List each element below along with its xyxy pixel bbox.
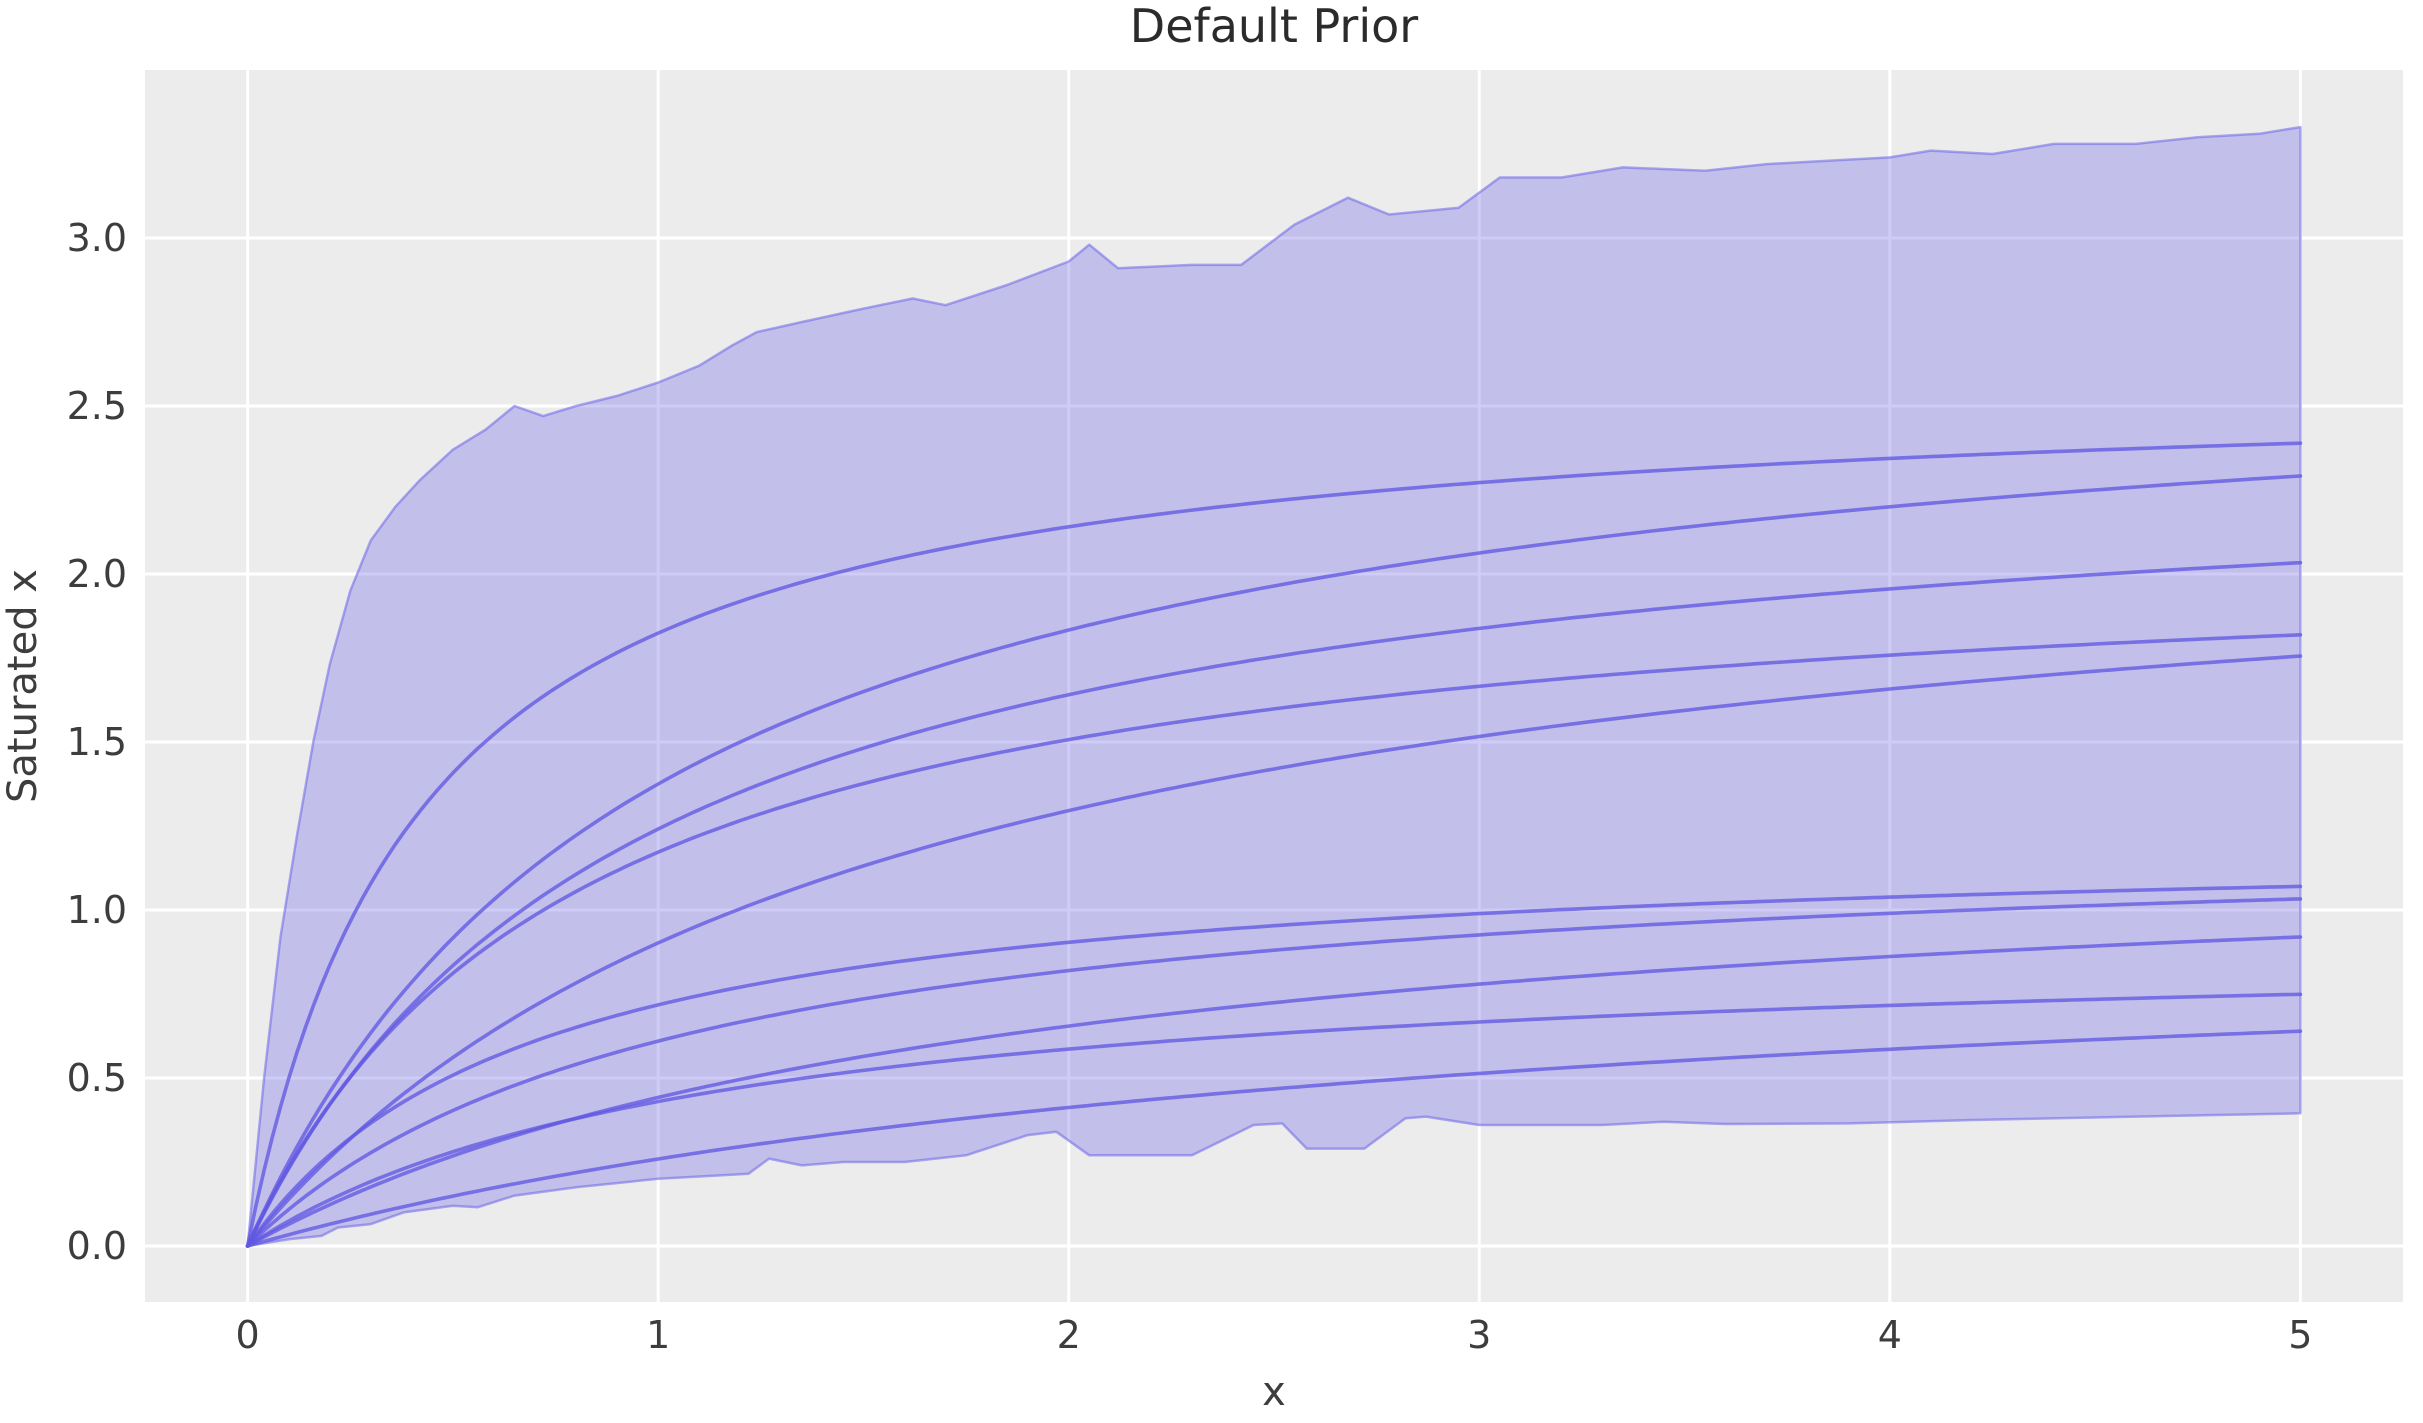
prior-draw-6: [245, 884, 2303, 1248]
plot-background: [145, 70, 2403, 1302]
prior-draw-curves: [245, 441, 2303, 1248]
x-tick-label: 1: [646, 1313, 670, 1357]
x-tick-label: 4: [1878, 1313, 1902, 1357]
prior-draw-5: [245, 654, 2303, 1248]
chart-title: Default Prior: [1130, 0, 1418, 53]
y-tick-label: 2.5: [67, 384, 127, 428]
prior-band: [246, 125, 2302, 1248]
y-tick-labels: 0.0 0.5 1.0 1.5 2.0 2.5 3.0: [67, 216, 127, 1268]
y-tick-label: 1.0: [67, 888, 127, 932]
x-tick-label: 5: [2288, 1313, 2312, 1357]
y-tick-label: 2.0: [67, 552, 127, 596]
prior-draw-3: [245, 560, 2303, 1248]
prior-draw-2: [245, 474, 2303, 1248]
x-tick-labels: 0 1 2 3 4 5: [236, 1313, 2313, 1357]
prior-draw-10: [245, 1029, 2303, 1248]
x-tick-label: 0: [236, 1313, 260, 1357]
y-tick-label: 1.5: [67, 720, 127, 764]
x-axis-label: x: [1262, 1369, 1286, 1415]
y-axis-label: Saturated x: [0, 569, 46, 803]
y-tick-label: 3.0: [67, 216, 127, 260]
prior-draw-7: [245, 897, 2303, 1248]
prior-draw-9: [245, 992, 2303, 1248]
x-tick-label: 2: [1057, 1313, 1081, 1357]
y-tick-label: 0.5: [67, 1056, 127, 1100]
y-tick-label: 0.0: [67, 1224, 127, 1268]
prior-band-polygon: [246, 125, 2302, 1248]
prior-draw-1: [245, 441, 2303, 1248]
x-tick-label: 3: [1467, 1313, 1491, 1357]
prior-draw-4: [245, 633, 2303, 1248]
